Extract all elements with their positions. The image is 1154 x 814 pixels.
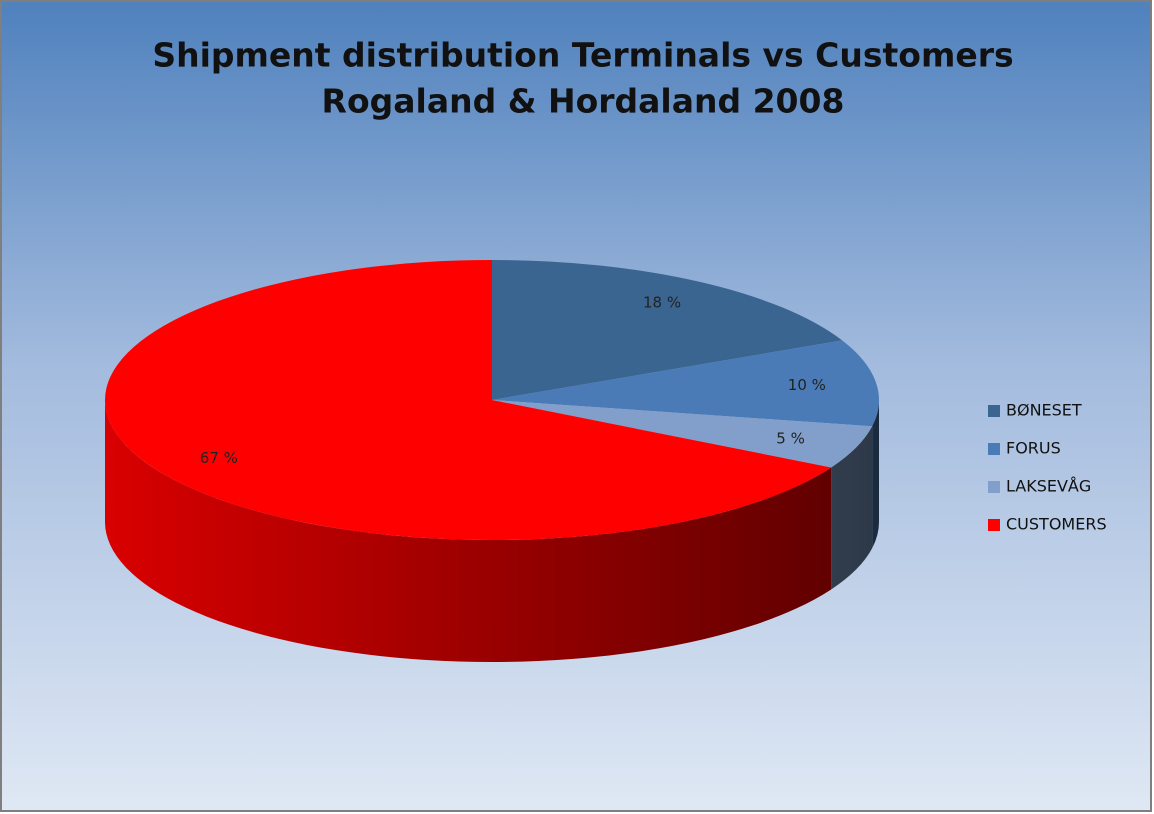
- legend-label: FORUS: [1006, 439, 1061, 458]
- legend-swatch: [988, 519, 1000, 531]
- data-label: 5 %: [776, 429, 805, 447]
- data-label: 18 %: [643, 294, 681, 312]
- slice: [492, 260, 843, 400]
- data-label: 67 %: [200, 449, 238, 467]
- slice-side: [872, 400, 880, 549]
- legend-label: BØNESET: [1006, 401, 1082, 420]
- slice: [105, 260, 832, 540]
- slice: [492, 340, 879, 427]
- legend-swatch: [988, 405, 1000, 417]
- slice-side: [831, 426, 873, 590]
- chart-subtitle: Rogaland & Hordaland 2008: [322, 82, 845, 121]
- chart-title: Shipment distribution Terminals vs Custo…: [152, 36, 1013, 75]
- legend-label: CUSTOMERS: [1006, 515, 1107, 534]
- slice: [492, 400, 873, 468]
- legend-label: LAKSEVÅG: [1006, 477, 1091, 496]
- slice-side: [105, 400, 832, 662]
- legend-swatch: [988, 481, 1000, 493]
- data-label: 10 %: [788, 376, 826, 394]
- legend-swatch: [988, 443, 1000, 455]
